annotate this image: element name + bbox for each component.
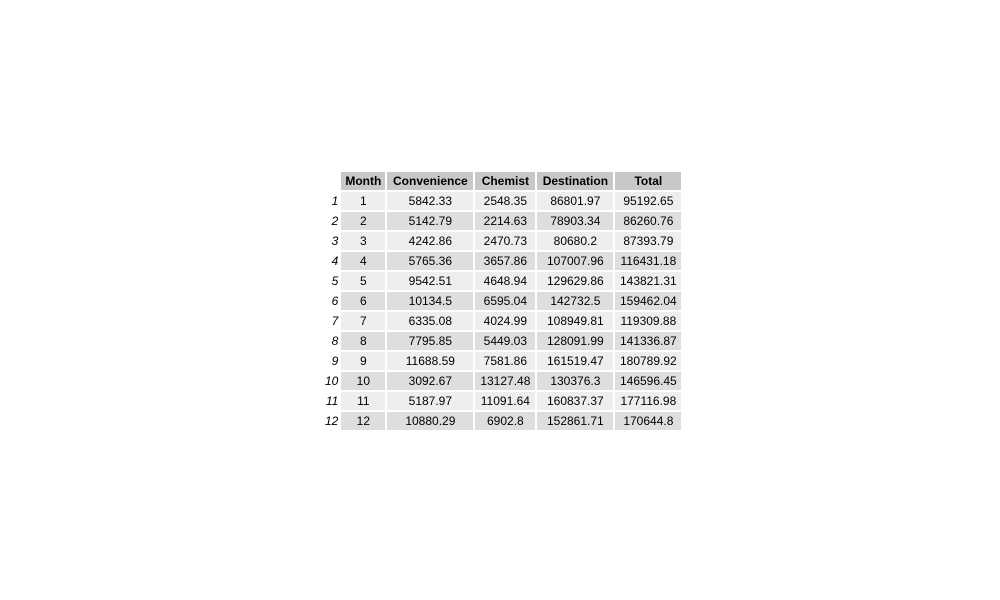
table-cell: 2 <box>341 212 386 230</box>
table-cell: 11091.64 <box>475 392 536 410</box>
table-row: 1 1 5842.33 2548.35 86801.97 95192.65 <box>321 192 682 210</box>
table-cell: 9542.51 <box>387 272 474 290</box>
table-cell: 159462.04 <box>615 292 682 310</box>
table-cell: 5 <box>341 272 386 290</box>
table-cell: 8 <box>341 332 386 350</box>
table-cell: 107007.96 <box>537 252 614 270</box>
column-header-convenience: Convenience <box>387 172 474 190</box>
table-cell: 177116.98 <box>615 392 682 410</box>
table-cell: 6335.08 <box>387 312 474 330</box>
table-cell: 152861.71 <box>537 412 614 430</box>
row-name: 12 <box>325 414 339 428</box>
table-cell: 5142.79 <box>387 212 474 230</box>
row-name: 5 <box>331 274 339 288</box>
row-name: 9 <box>331 354 339 368</box>
data-table-container: Month Convenience Chemist Destination To… <box>319 170 683 432</box>
table-cell: 1 <box>341 192 386 210</box>
table-cell: 108949.81 <box>537 312 614 330</box>
column-header-chemist: Chemist <box>475 172 536 190</box>
table-cell: 10880.29 <box>387 412 474 430</box>
column-header-month: Month <box>341 172 386 190</box>
table-cell: 80680.2 <box>537 232 614 250</box>
table-cell: 78903.34 <box>537 212 614 230</box>
row-name: 10 <box>325 374 339 388</box>
table-cell: 10134.5 <box>387 292 474 310</box>
table-cell: 2214.63 <box>475 212 536 230</box>
table-cell: 119309.88 <box>615 312 682 330</box>
table-cell: 6 <box>341 292 386 310</box>
table-cell: 170644.8 <box>615 412 682 430</box>
table-cell: 12 <box>341 412 386 430</box>
table-cell: 3657.86 <box>475 252 536 270</box>
table-cell: 95192.65 <box>615 192 682 210</box>
table-cell: 5187.97 <box>387 392 474 410</box>
table-row: 7 7 6335.08 4024.99 108949.81 119309.88 <box>321 312 682 330</box>
table-row: 2 2 5142.79 2214.63 78903.34 86260.76 <box>321 212 682 230</box>
table-cell: 4242.86 <box>387 232 474 250</box>
row-name: 8 <box>331 334 339 348</box>
table-cell: 6902.8 <box>475 412 536 430</box>
table-row: 12 12 10880.29 6902.8 152861.71 170644.8 <box>321 412 682 430</box>
table-cell: 10 <box>341 372 386 390</box>
table-cell: 116431.18 <box>615 252 682 270</box>
data-table: Month Convenience Chemist Destination To… <box>319 170 683 432</box>
table-row: 6 6 10134.5 6595.04 142732.5 159462.04 <box>321 292 682 310</box>
table-cell: 5449.03 <box>475 332 536 350</box>
table-cell: 5842.33 <box>387 192 474 210</box>
table-cell: 141336.87 <box>615 332 682 350</box>
table-row: 3 3 4242.86 2470.73 80680.2 87393.79 <box>321 232 682 250</box>
row-name: 1 <box>331 194 339 208</box>
table-cell: 11 <box>341 392 386 410</box>
row-name: 6 <box>331 294 339 308</box>
table-cell: 3092.67 <box>387 372 474 390</box>
table-cell: 180789.92 <box>615 352 682 370</box>
table-row: 10 10 3092.67 13127.48 130376.3 146596.45 <box>321 372 682 390</box>
table-cell: 13127.48 <box>475 372 536 390</box>
table-body: 1 1 5842.33 2548.35 86801.97 95192.65 2 2 5142.7… <box>321 192 682 430</box>
column-header-destination: Destination <box>537 172 614 190</box>
table-cell: 2470.73 <box>475 232 536 250</box>
table-header-row: Month Convenience Chemist Destination To… <box>321 172 682 190</box>
table-row: 4 4 5765.36 3657.86 107007.96 116431.18 <box>321 252 682 270</box>
table-cell: 3 <box>341 232 386 250</box>
table-row: 5 5 9542.51 4648.94 129629.86 143821.31 <box>321 272 682 290</box>
table-cell: 7 <box>341 312 386 330</box>
table-cell: 86801.97 <box>537 192 614 210</box>
table-cell: 128091.99 <box>537 332 614 350</box>
table-row: 11 11 5187.97 11091.64 160837.37 177116.98 <box>321 392 682 410</box>
table-cell: 87393.79 <box>615 232 682 250</box>
table-cell: 130376.3 <box>537 372 614 390</box>
corner-cell <box>321 172 339 190</box>
table-cell: 6595.04 <box>475 292 536 310</box>
row-name: 11 <box>325 394 339 408</box>
table-cell: 11688.59 <box>387 352 474 370</box>
table-cell: 2548.35 <box>475 192 536 210</box>
table-cell: 4 <box>341 252 386 270</box>
table-row: 8 8 7795.85 5449.03 128091.99 141336.87 <box>321 332 682 350</box>
table-row: 9 9 11688.59 7581.86 161519.47 180789.92 <box>321 352 682 370</box>
row-name: 7 <box>331 314 339 328</box>
table-cell: 160837.37 <box>537 392 614 410</box>
table-cell: 161519.47 <box>537 352 614 370</box>
table-cell: 129629.86 <box>537 272 614 290</box>
table-cell: 4024.99 <box>475 312 536 330</box>
table-cell: 143821.31 <box>615 272 682 290</box>
row-name: 4 <box>331 254 339 268</box>
row-name: 2 <box>331 214 339 228</box>
table-cell: 142732.5 <box>537 292 614 310</box>
table-cell: 7581.86 <box>475 352 536 370</box>
table-cell: 146596.45 <box>615 372 682 390</box>
column-header-total: Total <box>615 172 682 190</box>
table-cell: 86260.76 <box>615 212 682 230</box>
table-cell: 5765.36 <box>387 252 474 270</box>
table-cell: 4648.94 <box>475 272 536 290</box>
table-cell: 7795.85 <box>387 332 474 350</box>
row-name: 3 <box>331 234 339 248</box>
table-cell: 9 <box>341 352 386 370</box>
